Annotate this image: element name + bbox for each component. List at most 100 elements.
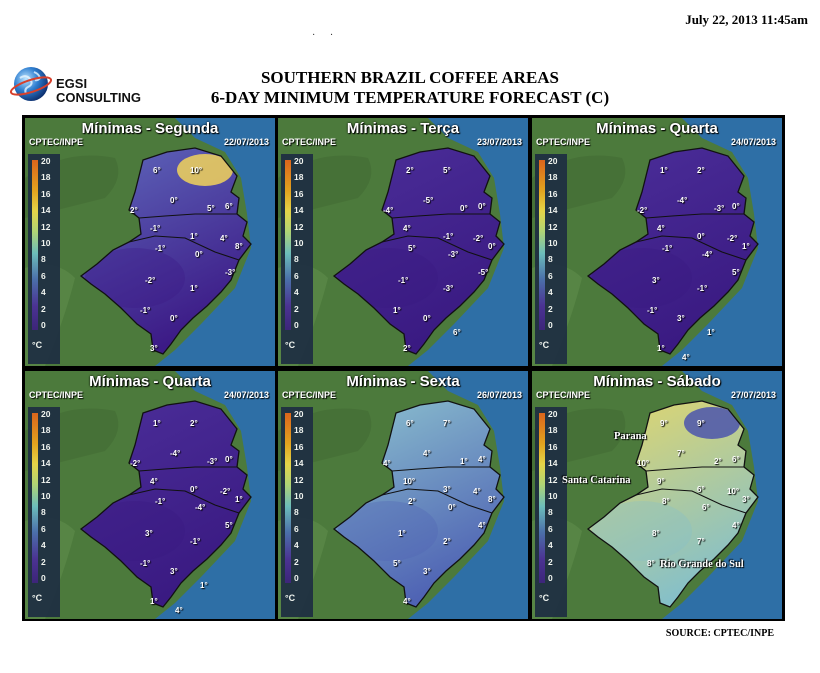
globe-icon <box>10 67 52 101</box>
temperature-label: 5° <box>732 268 740 277</box>
scale-tick: 20 <box>548 409 558 419</box>
logo-line1: EGSI <box>56 76 88 91</box>
temperature-scale: 20 18 16 14 12 10 8 6 4 2 0 °C <box>535 407 567 617</box>
scale-tick: 14 <box>41 205 51 216</box>
scale-tick: 8 <box>548 254 553 265</box>
scale-tick: 10 <box>294 491 304 501</box>
temperature-label: 8° <box>652 529 660 538</box>
temperature-label: 0° <box>225 455 233 464</box>
scale-tick: 14 <box>294 458 304 469</box>
temperature-label: 6° <box>732 455 740 464</box>
temperature-label: 3° <box>677 314 685 323</box>
scale-tick: 2 <box>41 556 46 567</box>
scale-tick: 0 <box>41 320 46 330</box>
temperature-label: 9° <box>657 477 665 486</box>
scale-tick: 4 <box>294 287 299 298</box>
temperature-label: 10° <box>403 477 416 486</box>
panel-date: 24/07/2013 <box>223 390 269 400</box>
temperature-label: -1° <box>140 306 151 315</box>
temperature-label: 5° <box>393 559 401 568</box>
temperature-label: 3° <box>145 529 153 538</box>
temperature-label: 0° <box>732 202 740 211</box>
temperature-label: -1° <box>155 497 166 506</box>
forecast-panel: Mínimas - Quarta CPTEC/INPE 24/07/2013 2… <box>532 118 782 366</box>
scale-tick: 14 <box>41 458 51 469</box>
scale-tick: 6 <box>41 523 46 534</box>
scale-tick: 16 <box>548 188 558 199</box>
temperature-label: 8° <box>488 495 496 504</box>
temperature-label: 2° <box>403 344 411 353</box>
scale-tick: 8 <box>294 254 299 265</box>
scale-color-bar <box>285 413 291 583</box>
temperature-label: 2° <box>406 166 414 175</box>
scale-unit: °C <box>539 593 550 603</box>
temperature-label: -3° <box>443 284 454 293</box>
temperature-label: -1° <box>140 559 151 568</box>
temperature-label: 3° <box>170 567 178 576</box>
map-image <box>25 118 275 366</box>
panel-title: Mínimas - Sábado <box>593 373 721 390</box>
scale-tick: 18 <box>41 425 51 436</box>
panel-source: CPTEC/INPE <box>536 390 591 400</box>
temperature-label: 7° <box>443 419 451 428</box>
scale-unit: °C <box>32 340 43 350</box>
temperature-label: 9° <box>660 419 668 428</box>
temperature-label: 0° <box>423 314 431 323</box>
scale-tick: 18 <box>294 425 304 436</box>
map-image <box>532 118 782 366</box>
temperature-label: 0° <box>488 242 496 251</box>
temperature-label: 2° <box>408 497 416 506</box>
temperature-label: 4° <box>732 521 740 530</box>
temperature-label: 1° <box>200 581 208 590</box>
temperature-label: -4° <box>702 250 713 259</box>
temperature-label: 5° <box>207 204 215 213</box>
egsi-logo: EGSI CONSULTING <box>6 63 156 108</box>
panel-source: CPTEC/INPE <box>536 137 591 147</box>
temperature-label: 0° <box>190 485 198 494</box>
temperature-label: 0° <box>478 202 486 211</box>
scale-tick: 2 <box>41 303 46 314</box>
temperature-label: 1° <box>150 597 158 606</box>
scale-tick: 10 <box>41 491 51 501</box>
scale-tick: 8 <box>548 507 553 518</box>
scale-tick: 0 <box>294 320 299 330</box>
temperature-label: 4° <box>220 234 228 243</box>
scale-tick: 0 <box>294 573 299 583</box>
scale-tick: 8 <box>41 507 46 518</box>
temperature-label: 4° <box>657 224 665 233</box>
temperature-label: 8° <box>662 497 670 506</box>
temperature-label: 7° <box>697 537 705 546</box>
temperature-label: -3° <box>225 268 236 277</box>
scale-tick: 4 <box>41 287 46 298</box>
scale-tick: 8 <box>294 507 299 518</box>
scale-color-bar <box>32 160 38 330</box>
scale-tick: 14 <box>294 205 304 216</box>
temperature-label: 4° <box>403 224 411 233</box>
title-line2: 6-DAY MINIMUM TEMPERATURE FORECAST (C) <box>210 88 610 107</box>
logo-line2: CONSULTING <box>56 90 141 105</box>
scale-tick: 20 <box>548 156 558 166</box>
scale-tick: 2 <box>294 303 299 314</box>
scale-tick: 6 <box>294 523 299 534</box>
panel-date: 24/07/2013 <box>730 137 776 147</box>
scale-unit: °C <box>285 340 296 350</box>
temperature-label: 4° <box>478 455 486 464</box>
temperature-label: 1° <box>707 328 715 337</box>
panel-title: Mínimas - Sexta <box>346 373 460 390</box>
temperature-label: 1° <box>742 242 750 251</box>
temperature-label: 3° <box>150 344 158 353</box>
temperature-label: 8° <box>647 559 655 568</box>
state-name-label: Rio Grande do Sul <box>660 559 744 570</box>
temperature-label: 2° <box>697 166 705 175</box>
temperature-label: -5° <box>478 268 489 277</box>
temperature-label: -1° <box>398 276 409 285</box>
temperature-label: 2° <box>190 419 198 428</box>
temperature-label: 1° <box>190 284 198 293</box>
temperature-label: 10° <box>727 487 740 496</box>
decorative-dots: · · <box>312 30 340 41</box>
temperature-label: -4° <box>677 196 688 205</box>
panel-date: 26/07/2013 <box>476 390 522 400</box>
temperature-label: 3° <box>423 567 431 576</box>
scale-tick: 10 <box>548 491 558 501</box>
scale-tick: 8 <box>41 254 46 265</box>
